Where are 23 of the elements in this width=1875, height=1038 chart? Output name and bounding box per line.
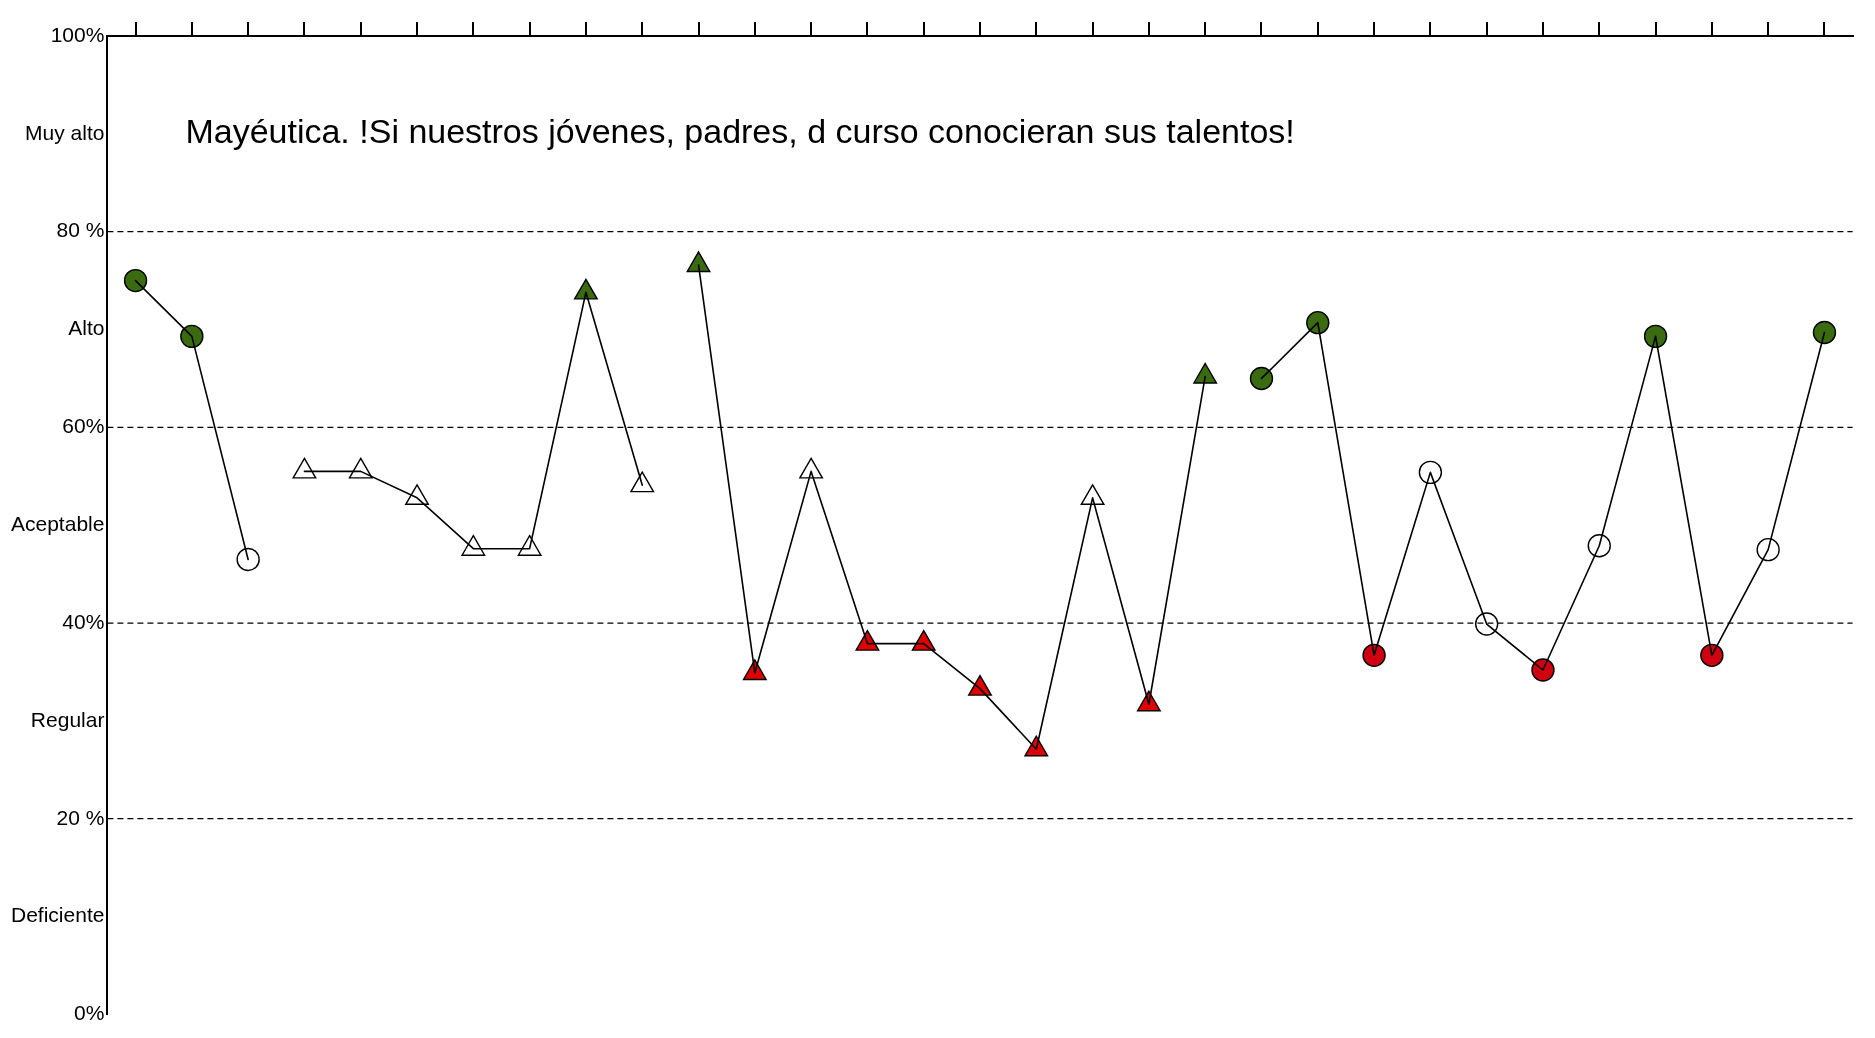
point [911, 629, 936, 651]
point [1306, 310, 1330, 335]
y-tick-label: Alto [68, 316, 105, 340]
y-tick-label: Deficiente [11, 903, 105, 927]
point [123, 268, 148, 293]
point [1643, 324, 1668, 349]
y-tick-label: 0% [74, 1001, 105, 1025]
point [1249, 366, 1274, 391]
y-tick-label: 80 % [56, 218, 105, 242]
y-tick-label: 60% [62, 414, 105, 438]
text: Mayéutica. !Si nuestros jóvenes, padres, d curso conocieran sus talentos! [185, 112, 1295, 151]
y-tick-label: Regular [30, 707, 105, 731]
point [855, 629, 880, 651]
y-tick-label: 100% [50, 22, 105, 46]
point [292, 457, 317, 479]
y-tick-label: 20 % [56, 805, 105, 829]
y-tick-label: 40% [62, 609, 105, 633]
point [461, 534, 486, 556]
y-tick-label: Aceptable [11, 512, 105, 535]
point [180, 324, 204, 349]
point [1812, 320, 1837, 345]
y-tick-label: Muy alto [25, 120, 105, 144]
point [630, 471, 655, 493]
